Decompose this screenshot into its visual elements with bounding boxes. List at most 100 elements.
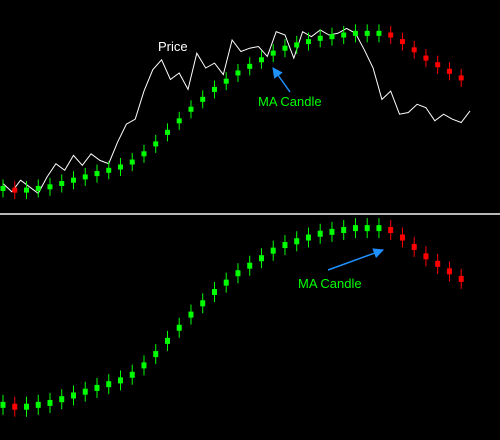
ma-candle-arrow-lower <box>327 248 384 271</box>
ma-candle-body <box>258 255 264 262</box>
ma-candle <box>446 62 452 81</box>
ma-candle-body <box>200 96 206 102</box>
ma-candle <box>235 63 241 82</box>
ma-candle <box>129 364 135 385</box>
ma-candle <box>364 24 370 43</box>
ma-candle <box>423 246 429 267</box>
ma-candle <box>106 161 112 180</box>
ma-candle-body <box>364 225 370 232</box>
ma-candle <box>388 26 394 44</box>
ma-candle <box>458 268 464 289</box>
ma-candle-body <box>176 324 182 331</box>
ma-candle <box>153 134 159 153</box>
ma-candle-body <box>341 227 347 233</box>
ma-candle <box>47 392 53 413</box>
ma-candle <box>200 90 206 109</box>
ma-candle <box>211 80 217 99</box>
ma-candle-body <box>164 129 170 135</box>
ma-candle <box>223 72 229 91</box>
ma-candle <box>82 381 88 402</box>
ma-candle <box>106 374 112 395</box>
ma-candle-body <box>141 151 147 157</box>
ma-candle-body <box>376 30 382 36</box>
ma-candle-body <box>106 167 112 173</box>
ma-candle <box>153 344 159 365</box>
ma-candle-body <box>458 75 464 81</box>
ma-candle <box>0 394 6 415</box>
ma-candle <box>458 68 464 87</box>
ma-candle-body <box>211 86 217 92</box>
ma-candle-body <box>247 63 253 69</box>
ma-candle-body <box>223 279 229 286</box>
ma-candle-body <box>164 337 170 344</box>
ma-candle-body <box>188 311 194 318</box>
ma-candle <box>341 26 347 44</box>
ma-candle <box>35 179 41 198</box>
ma-candle-body <box>117 377 123 384</box>
ma-candle-body <box>423 55 429 61</box>
ma-candle-arrow-upper <box>272 67 291 93</box>
ma-candle <box>247 255 253 276</box>
ma-candle-label-lower: MA Candle <box>298 276 362 291</box>
ma-candle <box>282 39 288 58</box>
ma-candle-body <box>223 78 229 84</box>
ma-candle <box>164 330 170 351</box>
ma-candle-body <box>411 243 417 250</box>
ma-candle <box>59 174 65 193</box>
ma-candle-body <box>129 159 135 165</box>
ma-candle-body <box>305 39 311 45</box>
ma-candle <box>188 304 194 325</box>
ma-candle-body <box>317 230 323 237</box>
ma-candle-body <box>329 34 335 40</box>
ma-candle-body <box>0 185 6 191</box>
ma-candle-body <box>153 351 159 358</box>
ma-candle-body <box>94 171 100 177</box>
ma-candle <box>294 231 300 252</box>
ma-candle <box>305 227 311 248</box>
ma-candle-body <box>317 35 323 41</box>
ma-candle-body <box>70 392 76 399</box>
ma-candle <box>247 57 253 76</box>
ma-candle-body <box>235 270 241 277</box>
ma-candle <box>23 181 29 200</box>
ma-candle <box>399 32 405 51</box>
ma-candle <box>399 227 405 248</box>
ma-candle-body <box>153 141 159 147</box>
ma-candle-body <box>341 32 347 38</box>
ma-candle <box>352 24 358 43</box>
ma-candle-body <box>329 228 335 235</box>
ma-candle <box>141 144 147 163</box>
ma-candle <box>235 263 241 284</box>
ma-candle-body <box>129 371 135 378</box>
ma-candle-body <box>35 185 41 191</box>
ma-candle-body <box>23 187 29 193</box>
ma-candle-body <box>258 57 264 63</box>
ma-candle-body <box>106 381 112 388</box>
annotations: Price MA Candle MA Candle <box>158 39 384 291</box>
ma-candle <box>94 164 100 183</box>
ma-candle <box>329 27 335 46</box>
ma-candle-body <box>12 187 18 193</box>
ma-candle-body <box>176 118 182 124</box>
ma-candle-body <box>388 227 394 233</box>
ma-candle-label-upper: MA Candle <box>258 94 322 109</box>
ma-candle <box>423 49 429 68</box>
ma-candle <box>376 218 382 239</box>
ma-candle-body <box>376 225 382 232</box>
ma-candle <box>258 248 264 269</box>
ma-candle-body <box>59 181 65 186</box>
ma-candle <box>188 100 194 119</box>
ma-candle-body <box>70 177 76 183</box>
ma-candle-body <box>305 234 311 241</box>
ma-candle-body <box>12 403 18 410</box>
ma-candle <box>411 40 417 59</box>
ma-candle-body <box>200 300 206 307</box>
ma-candle <box>12 396 18 417</box>
ma-candle <box>341 220 347 240</box>
ma-candle <box>82 167 88 186</box>
ma-candle-body <box>270 50 276 56</box>
ma-candle <box>23 396 29 417</box>
ma-candle <box>47 177 53 196</box>
ma-candle-body <box>0 401 6 408</box>
ma-candle <box>270 240 276 261</box>
